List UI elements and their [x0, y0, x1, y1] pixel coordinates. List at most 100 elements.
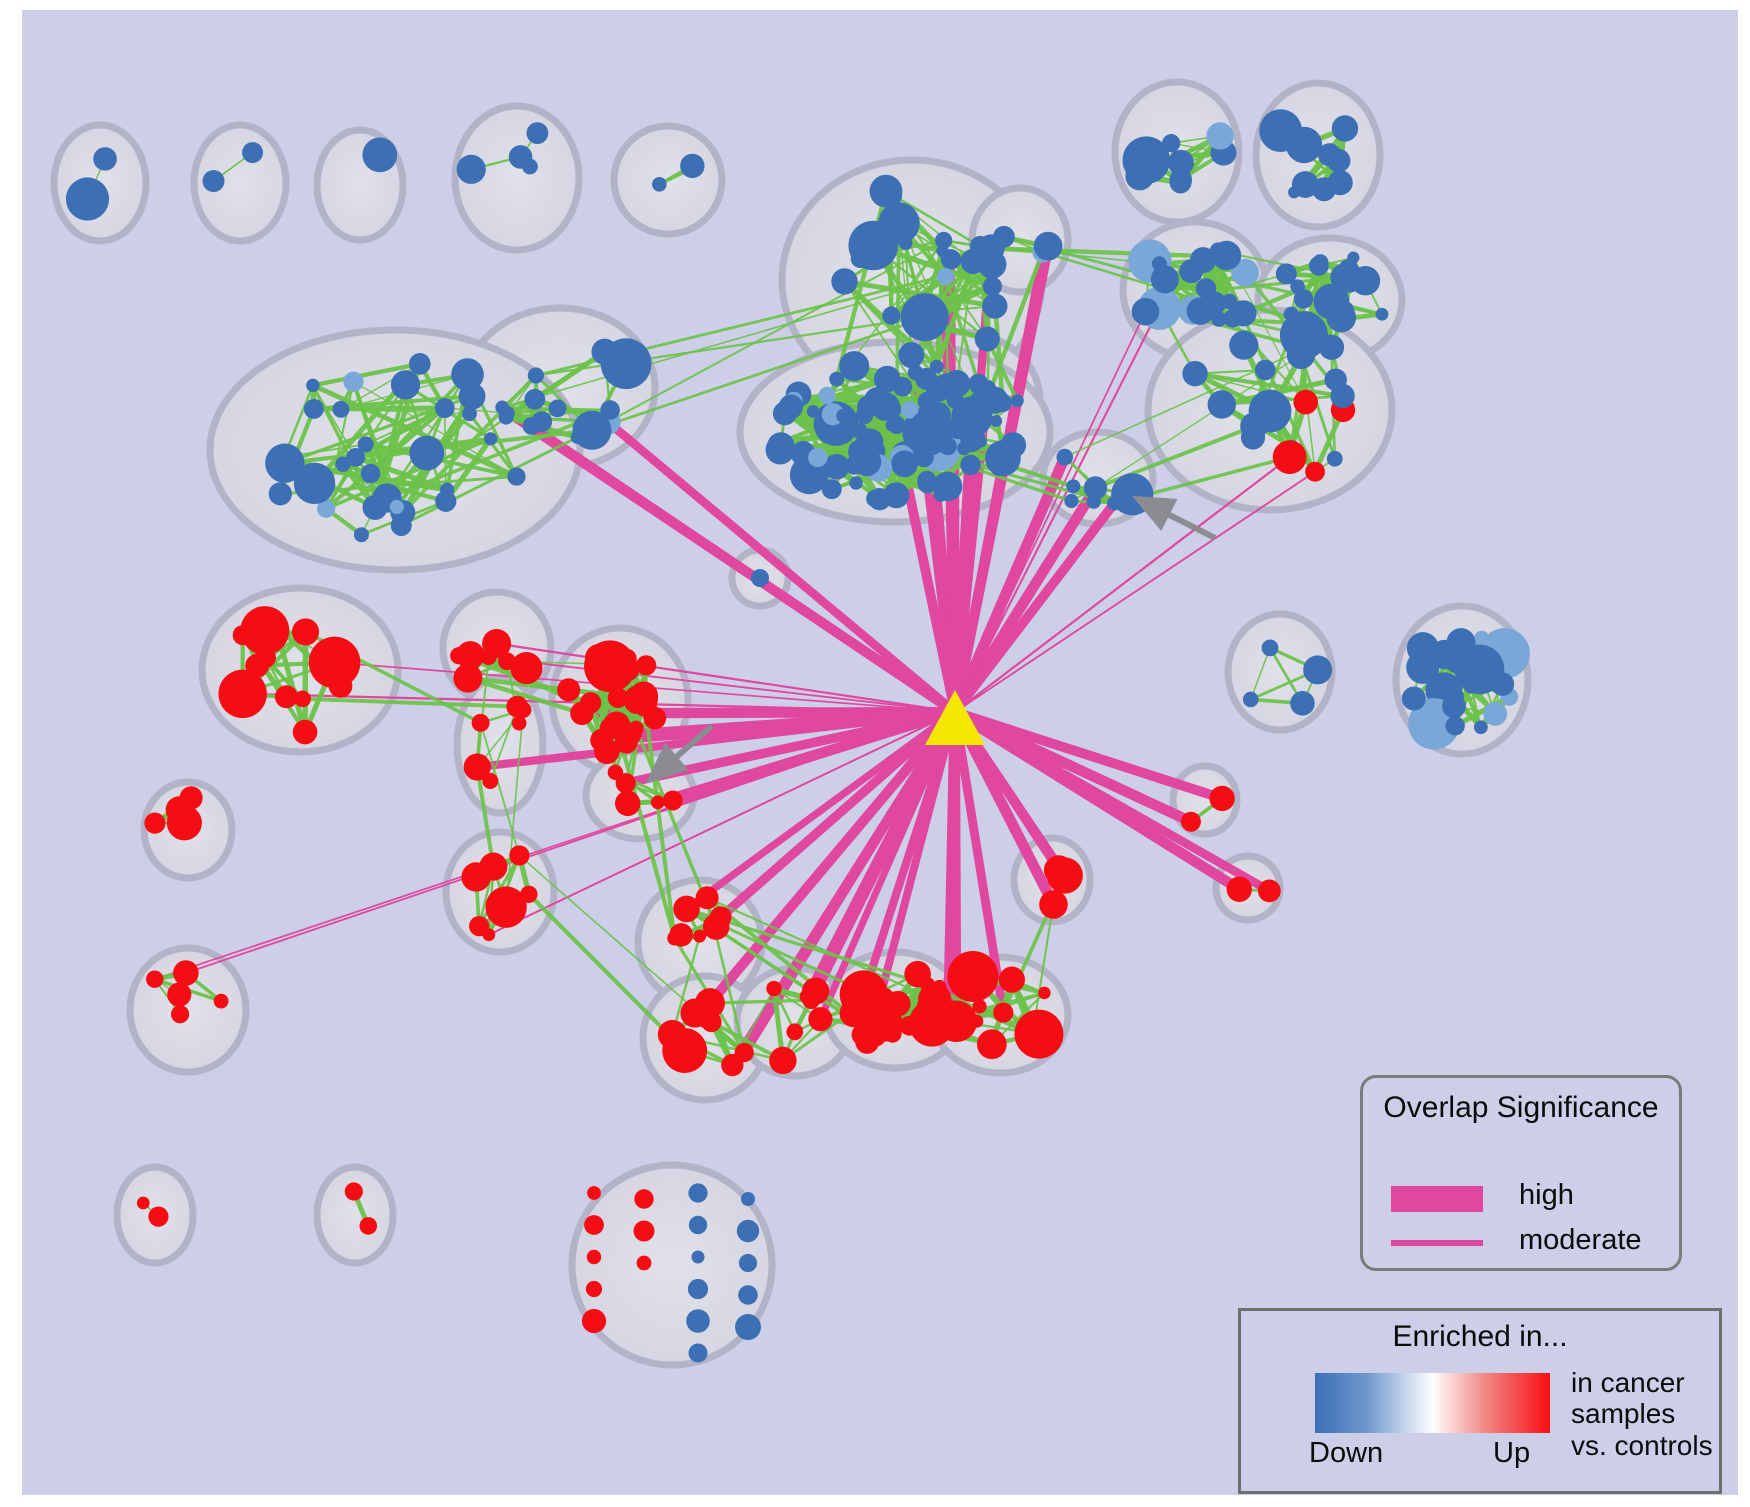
geneset-node[interactable] [686, 1309, 710, 1333]
geneset-node[interactable] [933, 487, 948, 502]
geneset-node[interactable] [982, 276, 1002, 296]
geneset-node[interactable] [586, 1249, 602, 1265]
geneset-node[interactable] [1033, 231, 1063, 261]
geneset-node[interactable] [1240, 425, 1266, 450]
geneset-node[interactable] [1221, 293, 1238, 310]
geneset-node[interactable] [736, 1219, 760, 1243]
geneset-node[interactable] [509, 845, 530, 866]
geneset-node[interactable] [643, 706, 667, 730]
geneset-node[interactable] [821, 479, 842, 500]
geneset-node[interactable] [957, 441, 971, 456]
geneset-node[interactable] [1162, 134, 1181, 153]
geneset-node[interactable] [1326, 450, 1343, 467]
geneset-node[interactable] [1442, 694, 1466, 719]
geneset-node[interactable] [511, 715, 527, 731]
geneset-node[interactable] [1199, 284, 1213, 298]
geneset-node[interactable] [680, 153, 705, 179]
geneset-node[interactable] [1303, 655, 1333, 685]
geneset-node[interactable] [507, 467, 526, 486]
geneset-node[interactable] [1038, 986, 1051, 1000]
geneset-node[interactable] [268, 482, 292, 506]
geneset-node[interactable] [829, 371, 845, 387]
geneset-node[interactable] [634, 1189, 654, 1209]
geneset-node[interactable] [1211, 240, 1242, 271]
geneset-node[interactable] [435, 490, 457, 512]
geneset-node[interactable] [836, 408, 851, 423]
geneset-node[interactable] [808, 447, 828, 468]
geneset-node[interactable] [738, 1253, 758, 1273]
geneset-node[interactable] [570, 430, 584, 444]
geneset-node[interactable] [1483, 701, 1508, 726]
geneset-node[interactable] [1324, 368, 1347, 391]
geneset-node[interactable] [607, 687, 629, 709]
geneset-node[interactable] [1229, 330, 1259, 360]
geneset-node[interactable] [463, 753, 491, 781]
geneset-node[interactable] [293, 462, 336, 505]
geneset-node[interactable] [786, 1023, 804, 1041]
geneset-node[interactable] [738, 1285, 758, 1305]
geneset-node[interactable] [527, 367, 544, 384]
geneset-node[interactable] [1209, 785, 1235, 812]
geneset-node[interactable] [650, 795, 665, 810]
geneset-node[interactable] [1445, 716, 1465, 736]
geneset-node[interactable] [218, 669, 267, 719]
geneset-node[interactable] [704, 918, 718, 933]
geneset-node[interactable] [1261, 639, 1279, 657]
geneset-node[interactable] [456, 154, 486, 184]
geneset-node[interactable] [453, 663, 483, 693]
geneset-node[interactable] [343, 371, 364, 392]
geneset-node[interactable] [993, 225, 1015, 248]
geneset-node[interactable] [847, 984, 878, 1015]
geneset-node[interactable] [599, 718, 618, 737]
geneset-node[interactable] [170, 1005, 190, 1024]
geneset-node[interactable] [1086, 494, 1101, 509]
geneset-node[interactable] [484, 432, 498, 446]
geneset-node[interactable] [881, 1000, 903, 1022]
geneset-node[interactable] [978, 379, 993, 395]
geneset-node[interactable] [823, 453, 850, 480]
geneset-node[interactable] [390, 370, 421, 400]
geneset-node[interactable] [857, 395, 879, 418]
geneset-node[interactable] [940, 249, 962, 270]
geneset-node[interactable] [877, 183, 903, 208]
geneset-node[interactable] [990, 414, 1003, 427]
geneset-node[interactable] [471, 713, 490, 732]
geneset-node[interactable] [317, 499, 336, 518]
geneset-node[interactable] [480, 649, 497, 666]
geneset-node[interactable] [633, 1220, 655, 1242]
geneset-node[interactable] [974, 326, 1000, 352]
geneset-node[interactable] [357, 436, 374, 453]
geneset-node[interactable] [359, 1217, 378, 1235]
geneset-node[interactable] [849, 476, 863, 490]
geneset-node[interactable] [982, 293, 1008, 319]
geneset-node[interactable] [1426, 707, 1440, 721]
geneset-node[interactable] [1025, 1028, 1039, 1043]
geneset-node[interactable] [1226, 876, 1253, 902]
geneset-node[interactable] [346, 448, 366, 467]
geneset-node[interactable] [741, 1192, 755, 1206]
geneset-node[interactable] [240, 606, 290, 655]
geneset-node[interactable] [1296, 312, 1319, 335]
geneset-node[interactable] [557, 678, 581, 702]
geneset-node[interactable] [303, 398, 324, 419]
geneset-node[interactable] [1111, 473, 1154, 516]
geneset-node[interactable] [1231, 258, 1260, 287]
geneset-node[interactable] [695, 886, 719, 910]
geneset-node[interactable] [1230, 300, 1257, 327]
geneset-node[interactable] [1275, 263, 1297, 285]
geneset-node[interactable] [938, 437, 957, 456]
geneset-node[interactable] [585, 643, 613, 672]
geneset-node[interactable] [1401, 686, 1426, 711]
geneset-node[interactable] [146, 970, 164, 988]
geneset-node[interactable] [751, 569, 769, 587]
geneset-node[interactable] [600, 400, 620, 420]
geneset-node[interactable] [362, 494, 388, 520]
geneset-node[interactable] [1311, 177, 1336, 202]
geneset-node[interactable] [291, 618, 320, 646]
geneset-node[interactable] [830, 424, 849, 443]
geneset-node[interactable] [1043, 855, 1074, 885]
geneset-node[interactable] [801, 977, 830, 1005]
geneset-node[interactable] [925, 401, 952, 428]
geneset-node[interactable] [173, 960, 199, 986]
geneset-node[interactable] [548, 399, 567, 418]
